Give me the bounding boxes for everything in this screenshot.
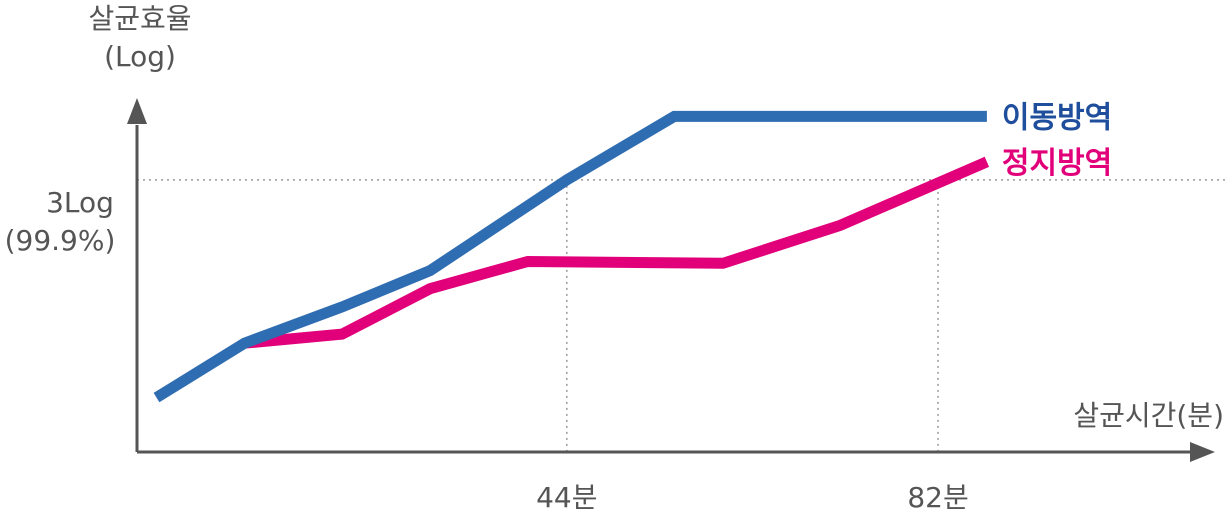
x-axis-label: 살균시간(분) [1073, 399, 1224, 432]
legend-label-0: 이동방역 [1002, 100, 1112, 135]
x-axis-arrow [1190, 442, 1215, 462]
y-tick-label-sub: (99.9%) [5, 224, 116, 257]
y-axis-arrow [127, 98, 147, 124]
legend-label-1: 정지방역 [1002, 146, 1112, 181]
x-tick-labels: 44분 82분 [536, 481, 969, 514]
x-tick-label: 44분 [536, 481, 597, 514]
series-group [153, 110, 990, 403]
y-tick-labels: 3Log (99.9%) [5, 186, 116, 257]
y-axis-label: 살균효율 [88, 2, 191, 35]
series-line-0 [153, 110, 987, 403]
grid-lines [137, 179, 1225, 452]
y-tick-label: 3Log [46, 186, 114, 219]
series-line-1 [243, 156, 990, 349]
x-tick-label: 82분 [907, 481, 968, 514]
y-axis-unit: (Log) [104, 40, 176, 73]
